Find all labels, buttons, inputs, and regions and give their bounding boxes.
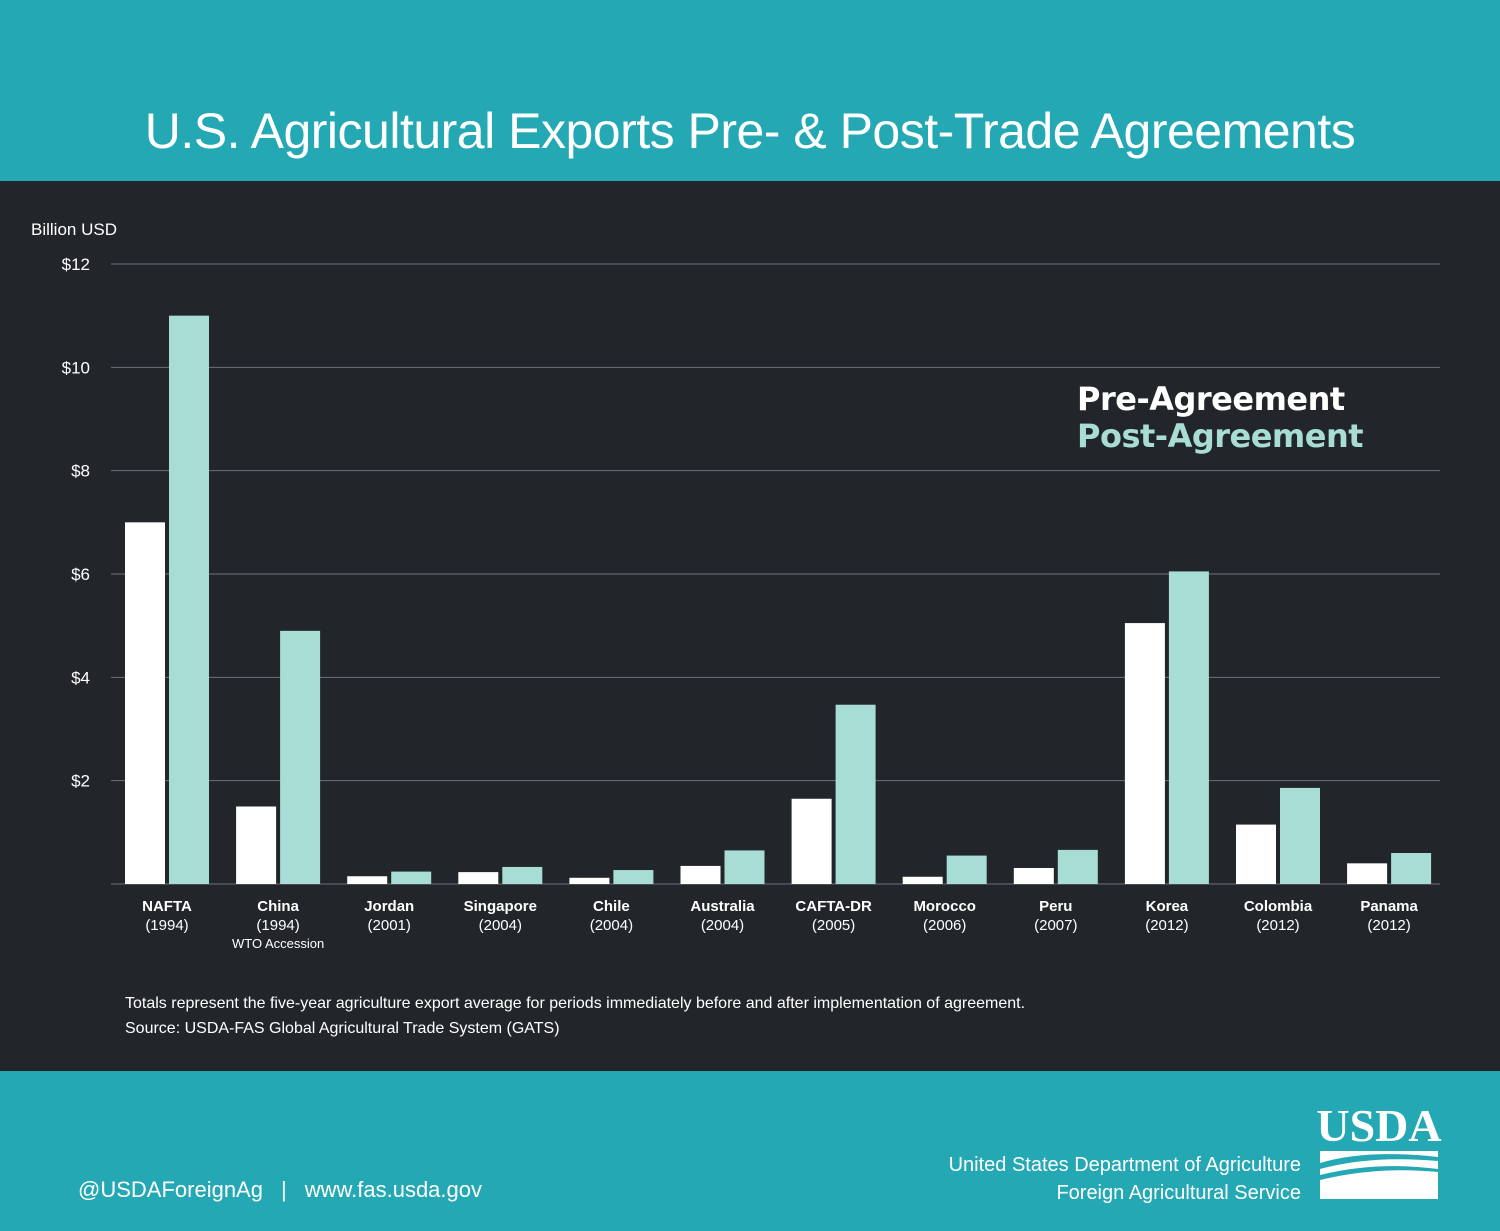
y-tick-label: $8 <box>71 462 90 481</box>
bar-pre-agreement <box>1236 824 1276 884</box>
bar-post-agreement <box>835 704 876 884</box>
social-links: @USDAForeignAg | www.fas.usda.gov <box>78 1177 482 1203</box>
x-tick-year: (2004) <box>701 917 744 934</box>
page-title: U.S. Agricultural Exports Pre- & Post-Tr… <box>144 103 1356 159</box>
x-tick-year: (2001) <box>368 917 411 934</box>
bar-pre-agreement <box>347 876 388 884</box>
x-tick-year: (2004) <box>479 917 522 934</box>
bar-post-agreement <box>613 870 654 884</box>
x-tick-label: Panama <box>1360 898 1418 915</box>
bar-pre-agreement <box>569 877 610 884</box>
bar-chart: Billion USD $2 $4 $6 $8 $10 $12 NAFTA (1994) Chin… <box>31 220 1440 951</box>
bar-post-agreement <box>1057 849 1098 884</box>
x-tick-label: CAFTA-DR <box>795 898 872 915</box>
agency-name: United States Department of Agriculture … <box>949 1151 1301 1207</box>
bar-post-agreement <box>1280 787 1320 884</box>
bar-post-agreement <box>502 866 543 884</box>
website-link[interactable]: www.fas.usda.gov <box>304 1177 482 1202</box>
x-tick-label: Korea <box>1146 898 1189 915</box>
notes-line-1: Totals represent the five-year agricultu… <box>125 995 1026 1012</box>
x-tick-label: NAFTA <box>142 898 192 915</box>
bar-post-agreement <box>169 315 209 884</box>
agency-line-1: United States Department of Agriculture <box>948 1154 1301 1176</box>
footer-separator: | <box>280 1177 287 1202</box>
bar-pre-agreement <box>125 522 165 884</box>
bar-pre-agreement <box>1124 623 1165 884</box>
logo-stripe-2 <box>1320 1166 1438 1180</box>
bar-pre-agreement <box>791 798 832 884</box>
x-tick-year: (2004) <box>590 917 633 934</box>
x-tick-year: (2006) <box>923 917 966 934</box>
logo-stripe-1 <box>1320 1154 1438 1169</box>
y-tick-label: $2 <box>71 772 90 791</box>
legend: Pre-Agreement Post-Agreement <box>1077 380 1364 455</box>
legend-post-agreement: Post-Agreement <box>1077 417 1364 455</box>
chart-notes: Totals represent the five-year agricultu… <box>125 991 1025 1041</box>
bar-post-agreement <box>1391 853 1432 884</box>
usda-logo-icon: USDA <box>1316 1101 1442 1199</box>
x-tick-label: Jordan <box>364 898 414 915</box>
bar-pre-agreement <box>1347 863 1388 884</box>
x-tick-year: (1994) <box>256 917 299 934</box>
y-tick-label: $12 <box>62 255 90 274</box>
x-tick-year: (2012) <box>1256 917 1299 934</box>
y-tick-label: $4 <box>71 668 90 687</box>
x-tick-year: (2012) <box>1145 917 1188 934</box>
x-tick-label: Singapore <box>464 898 537 915</box>
bar-pre-agreement <box>1013 867 1054 884</box>
agency-line-2: Foreign Agricultural Service <box>1056 1182 1301 1204</box>
x-tick-label: Australia <box>690 898 755 915</box>
y-tick-label: $6 <box>71 565 90 584</box>
bar-post-agreement <box>280 630 321 884</box>
x-tick-label: Morocco <box>913 898 976 915</box>
bar-post-agreement <box>391 871 432 884</box>
x-tick-year: (1994) <box>145 917 188 934</box>
legend-pre-agreement: Pre-Agreement <box>1077 380 1345 418</box>
y-axis-title: Billion USD <box>31 220 117 239</box>
header-banner: U.S. Agricultural Exports Pre- & Post-Tr… <box>0 0 1500 181</box>
x-tick-year: (2005) <box>812 917 855 934</box>
bar-pre-agreement <box>458 872 499 884</box>
bar-post-agreement <box>946 855 987 884</box>
twitter-handle[interactable]: @USDAForeignAg <box>78 1177 263 1202</box>
logo-text: USDA <box>1316 1101 1441 1151</box>
x-tick-year: (2012) <box>1367 917 1410 934</box>
x-tick-label: Peru <box>1039 898 1072 915</box>
footer-banner: @USDAForeignAg | www.fas.usda.gov United S… <box>0 1071 1500 1231</box>
x-tick-note: WTO Accession <box>232 936 324 951</box>
bar-post-agreement <box>724 850 765 884</box>
x-tick-label: Chile <box>593 898 630 915</box>
bar-pre-agreement <box>680 865 721 884</box>
notes-source: Source: USDA-FAS Global Agricultural Tra… <box>125 1020 560 1037</box>
chart-panel: Billion USD $2 $4 $6 $8 $10 $12 NAFTA (1994) Chin… <box>0 181 1500 1071</box>
x-tick-year: (2007) <box>1034 917 1077 934</box>
bar-post-agreement <box>1168 571 1209 884</box>
x-tick-label: Colombia <box>1244 898 1313 915</box>
bar-pre-agreement <box>236 806 277 884</box>
x-tick-label: China <box>257 898 299 915</box>
bar-pre-agreement <box>902 876 943 884</box>
y-tick-label: $10 <box>62 358 90 377</box>
